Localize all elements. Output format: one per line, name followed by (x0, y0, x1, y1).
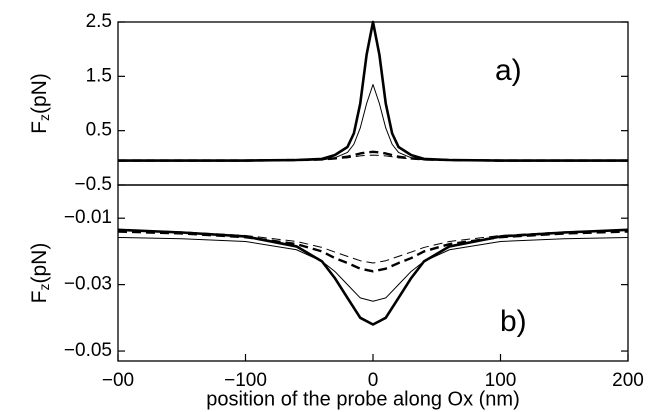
x-tick-label: −100 (224, 370, 267, 391)
y-tick-label: 2.5 (86, 11, 112, 32)
y-tick-label: 1.5 (86, 65, 112, 86)
data-line (117, 236, 629, 302)
y-axis-label-main: F (28, 291, 51, 304)
y-axis-label: Fz(pN) (28, 73, 52, 134)
data-line (117, 228, 629, 326)
y-axis-label-rest: (pN) (28, 243, 51, 284)
panel-label: b) (500, 305, 527, 338)
y-axis-label-rest: (pN) (28, 73, 51, 114)
x-tick-label: 200 (612, 370, 644, 391)
y-tick-label: −0.05 (64, 340, 112, 361)
y-tick-label: −0.03 (64, 274, 112, 295)
y-tick-label: −0.5 (74, 174, 112, 195)
data-line (118, 150, 628, 162)
y-axis-label: Fz(pN) (28, 243, 52, 304)
y-tick-label: 0.5 (86, 120, 112, 141)
data-line (118, 20, 628, 162)
x-tick-label: 100 (485, 370, 517, 391)
plot-frame (117, 184, 629, 362)
panel-label: a) (495, 54, 522, 87)
y-axis-label-sub: z (36, 114, 52, 121)
data-line (118, 83, 628, 162)
data-line (117, 230, 629, 273)
data-line (118, 154, 628, 162)
y-axis-label-main: F (28, 121, 51, 134)
y-axis-label-sub: z (36, 284, 52, 291)
x-tick-label: 0 (368, 370, 379, 391)
x-axis-label: position of the probe along Ox (nm) (206, 388, 520, 410)
x-tick-label: −00 (102, 370, 134, 391)
data-line (117, 229, 629, 264)
y-tick-label: −0.01 (64, 207, 112, 228)
